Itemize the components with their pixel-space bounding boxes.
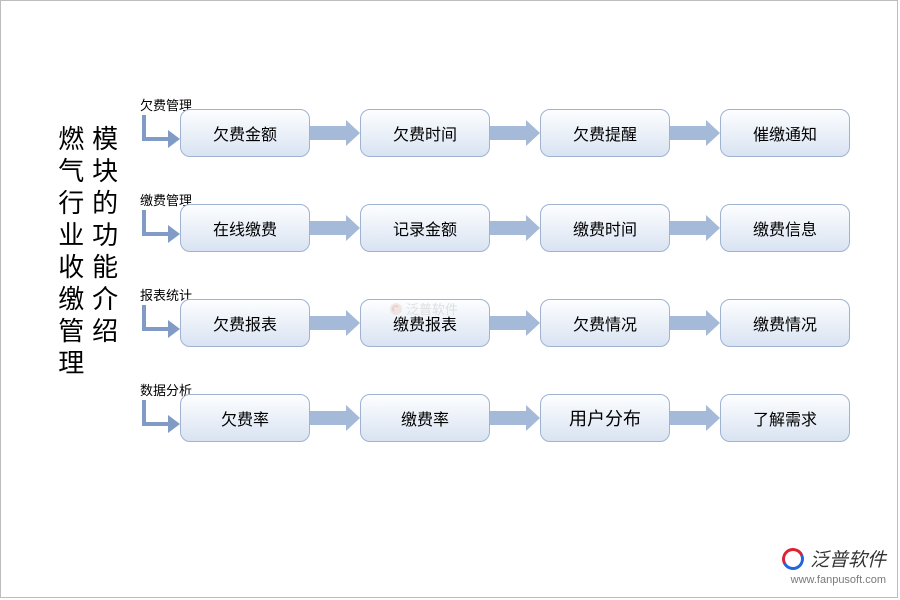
connector-arrow-icon: [490, 109, 540, 157]
connector-arrow-icon: [310, 109, 360, 157]
connector-arrow-icon: [490, 204, 540, 252]
connector-arrow-icon: [670, 204, 720, 252]
node: 欠费提醒: [540, 109, 670, 157]
brand-text: 泛普软件: [810, 545, 886, 572]
brand-block: 泛普软件 www.fanpusoft.com: [782, 545, 886, 586]
title-right: 模块的功能介绍: [86, 125, 120, 381]
node: 缴费率: [360, 394, 490, 442]
node: 用户分布: [540, 394, 670, 442]
node: 了解需求: [720, 394, 850, 442]
node: 缴费时间: [540, 204, 670, 252]
row-nodes: 欠费报表 缴费报表 欠费情况 缴费情况: [180, 299, 850, 347]
node: 欠费率: [180, 394, 310, 442]
node: 缴费信息: [720, 204, 850, 252]
node: 在线缴费: [180, 204, 310, 252]
connector-arrow-icon: [670, 394, 720, 442]
connector-arrow-icon: [310, 299, 360, 347]
title-block: 燃气行业收缴管理 模块的功能介绍: [52, 125, 120, 381]
connector-arrow-icon: [310, 394, 360, 442]
watermark-center: 泛普软件: [390, 299, 458, 318]
node: 记录金额: [360, 204, 490, 252]
brand-url: www.fanpusoft.com: [782, 574, 886, 586]
watermark-logo-icon: [390, 303, 402, 315]
title-left: 燃气行业收缴管理: [52, 125, 86, 381]
node: 缴费情况: [720, 299, 850, 347]
watermark-text: 泛普软件: [406, 299, 458, 318]
connector-arrow-icon: [310, 204, 360, 252]
node: 欠费情况: [540, 299, 670, 347]
row-nodes: 欠费金额 欠费时间 欠费提醒 催缴通知: [180, 109, 850, 157]
brand-logo-icon: [782, 548, 804, 570]
node: 欠费金额: [180, 109, 310, 157]
connector-arrow-icon: [490, 299, 540, 347]
row-nodes: 欠费率 缴费率 用户分布 了解需求: [180, 394, 850, 442]
node: 欠费时间: [360, 109, 490, 157]
node: 欠费报表: [180, 299, 310, 347]
connector-arrow-icon: [490, 394, 540, 442]
row-nodes: 在线缴费 记录金额 缴费时间 缴费信息: [180, 204, 850, 252]
connector-arrow-icon: [670, 109, 720, 157]
connector-arrow-icon: [670, 299, 720, 347]
node: 催缴通知: [720, 109, 850, 157]
